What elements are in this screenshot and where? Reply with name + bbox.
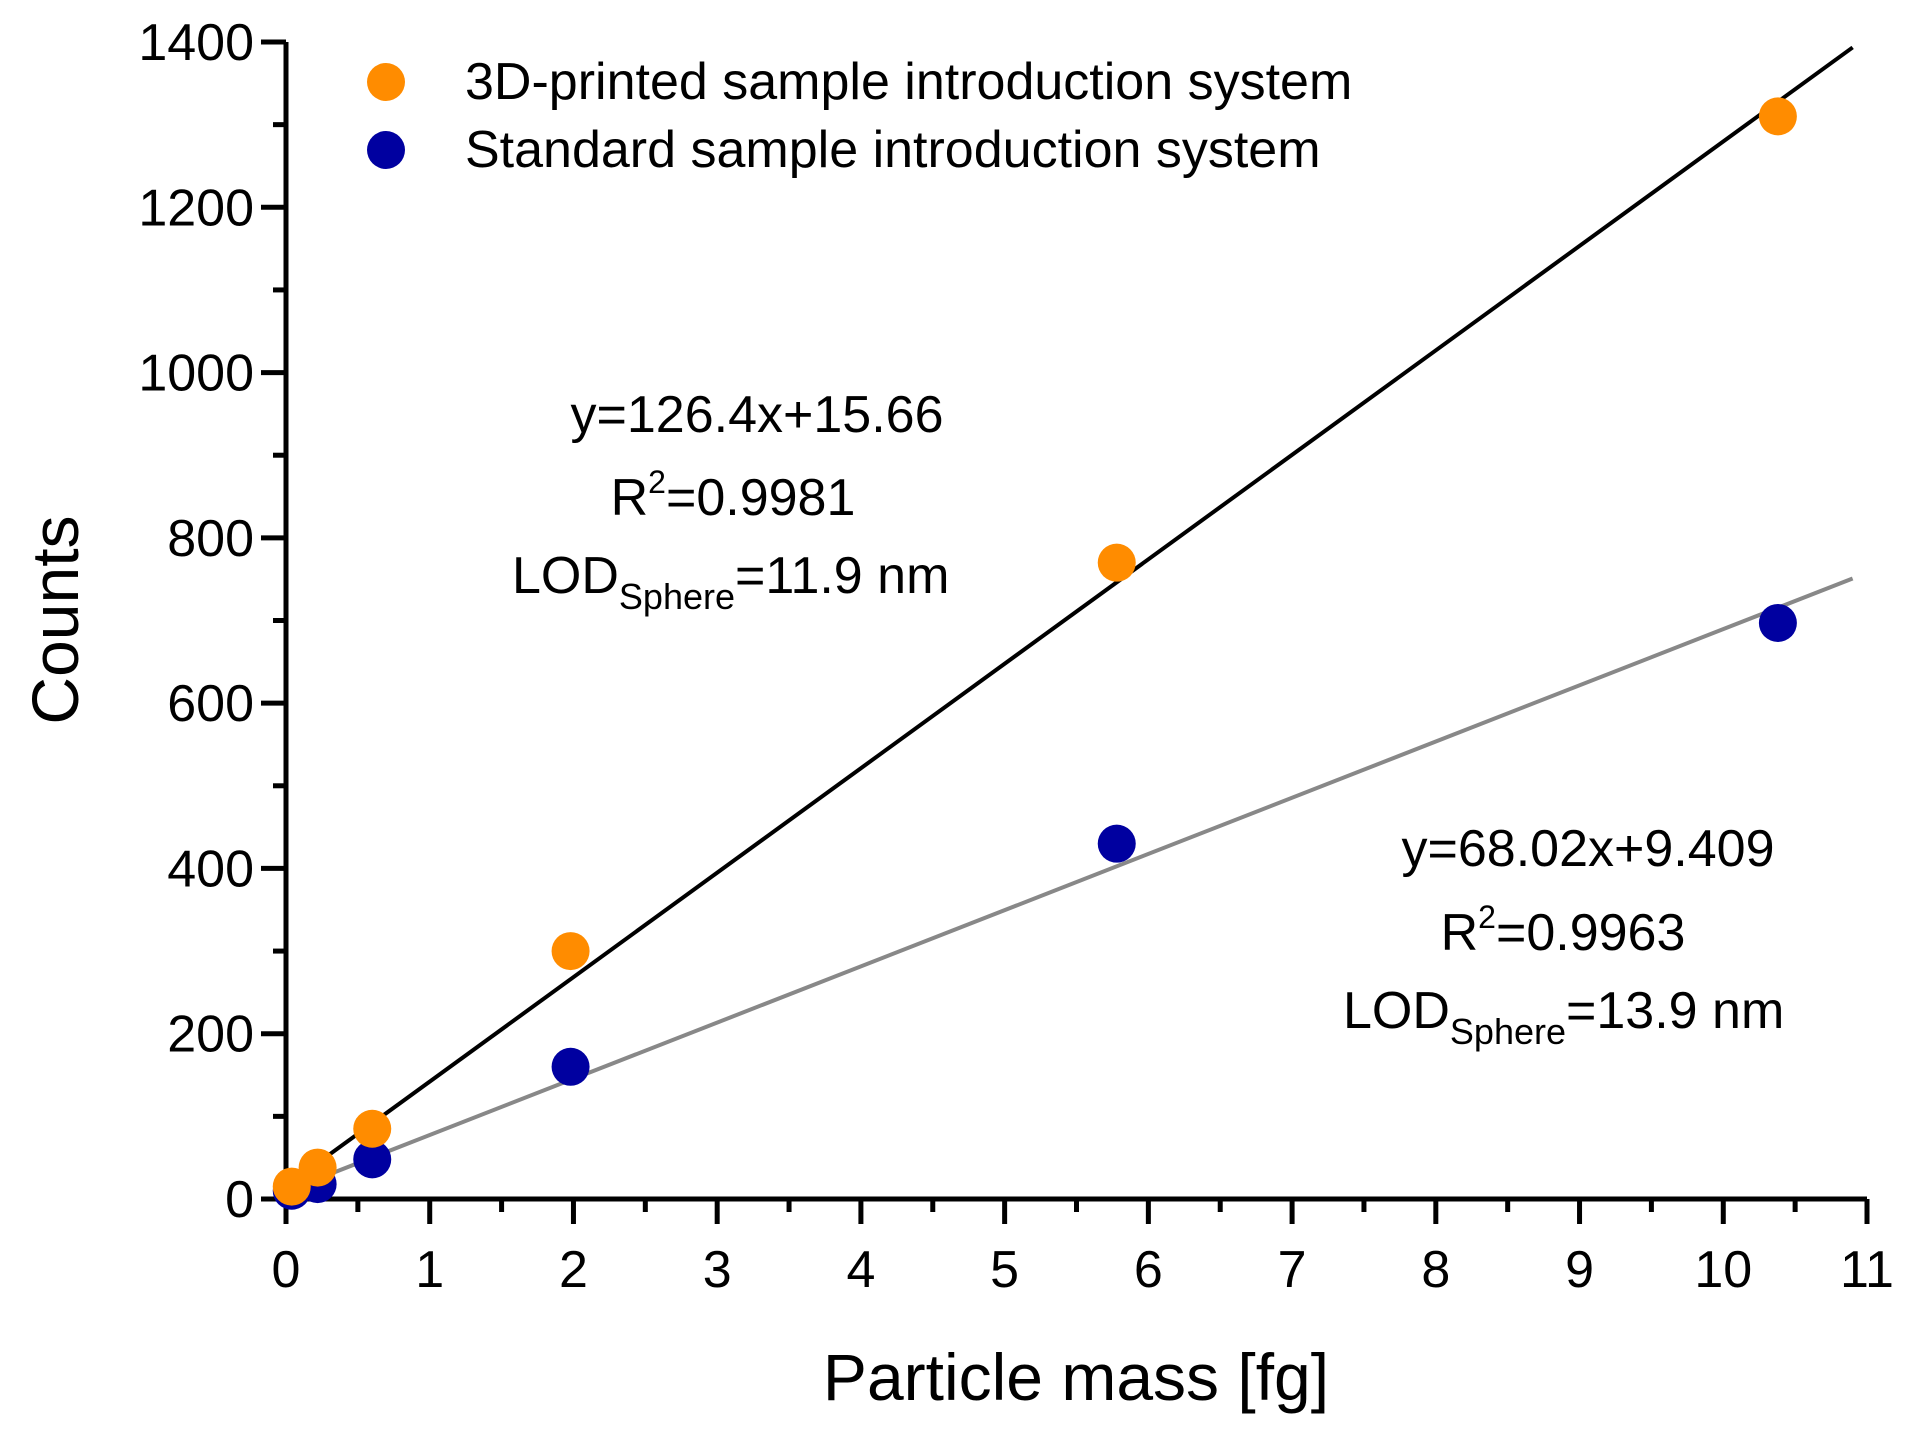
x-tick-label: 7 bbox=[1278, 1241, 1307, 1299]
data-point-standard bbox=[1097, 824, 1136, 863]
x-tick-label: 1 bbox=[415, 1241, 444, 1299]
legend-marker-3d-printed bbox=[367, 63, 405, 101]
y-tick-label: 600 bbox=[167, 675, 254, 733]
y-axis-label: Counts bbox=[18, 515, 92, 724]
legend-label-3d-printed: 3D-printed sample introduction system bbox=[465, 53, 1352, 111]
legend-marker-standard bbox=[367, 131, 405, 169]
data-point-3d-printed bbox=[551, 932, 590, 971]
x-tick-label: 3 bbox=[703, 1241, 732, 1299]
data-points bbox=[272, 97, 1797, 1210]
x-tick-label: 6 bbox=[1134, 1241, 1163, 1299]
data-point-3d-printed bbox=[353, 1109, 392, 1148]
x-tick-label: 5 bbox=[990, 1241, 1019, 1299]
r2-3d-printed: R2=0.9981 bbox=[611, 464, 856, 527]
annotation-standard: y=68.02x+9.409 R2=0.9963 LODSphere=13.9 … bbox=[1343, 820, 1784, 1052]
lod-3d-printed: LODSphere=11.9 nm bbox=[512, 547, 949, 617]
x-tick-label: 0 bbox=[272, 1241, 301, 1299]
fit-line-3d-printed bbox=[284, 45, 1854, 1188]
data-point-3d-printed bbox=[1097, 543, 1136, 582]
y-tick-label: 200 bbox=[167, 1006, 254, 1064]
x-tick-label: 2 bbox=[559, 1241, 588, 1299]
y-tick-label: 1400 bbox=[138, 14, 254, 72]
axes: 0 1 2 3 4 5 6 7 8 9 10 11 0 200 400 600 800 1000 1200 1400 bbox=[138, 14, 1894, 1299]
data-point-standard bbox=[353, 1140, 392, 1179]
y-tick-label: 0 bbox=[225, 1171, 254, 1229]
fit-line-standard bbox=[285, 576, 1854, 1194]
equation-3d-printed: y=126.4x+15.66 bbox=[571, 386, 944, 444]
y-tick-label: 1200 bbox=[138, 179, 254, 237]
legend-label-standard: Standard sample introduction system bbox=[465, 121, 1321, 179]
data-point-standard bbox=[551, 1047, 590, 1086]
legend: 3D-printed sample introduction system St… bbox=[367, 53, 1352, 179]
data-point-3d-printed bbox=[1758, 97, 1797, 136]
fit-lines bbox=[284, 45, 1854, 1194]
y-tick-label: 1000 bbox=[138, 345, 254, 403]
data-point-standard bbox=[1758, 603, 1797, 642]
r2-standard: R2=0.9963 bbox=[1441, 899, 1686, 962]
y-tick-label: 800 bbox=[167, 510, 254, 568]
data-point-3d-printed bbox=[298, 1148, 337, 1187]
x-axis-label: Particle mass [fg] bbox=[823, 1340, 1329, 1414]
equation-standard: y=68.02x+9.409 bbox=[1402, 820, 1775, 878]
lod-standard: LODSphere=13.9 nm bbox=[1343, 982, 1784, 1052]
x-tick-label: 8 bbox=[1421, 1241, 1450, 1299]
y-tick-label: 400 bbox=[167, 840, 254, 898]
x-tick-label: 4 bbox=[846, 1241, 875, 1299]
x-tick-label: 11 bbox=[1840, 1241, 1894, 1299]
annotation-3d-printed: y=126.4x+15.66 R2=0.9981 LODSphere=11.9 … bbox=[512, 386, 949, 617]
x-tick-label: 10 bbox=[1694, 1241, 1752, 1299]
x-tick-label: 9 bbox=[1565, 1241, 1594, 1299]
